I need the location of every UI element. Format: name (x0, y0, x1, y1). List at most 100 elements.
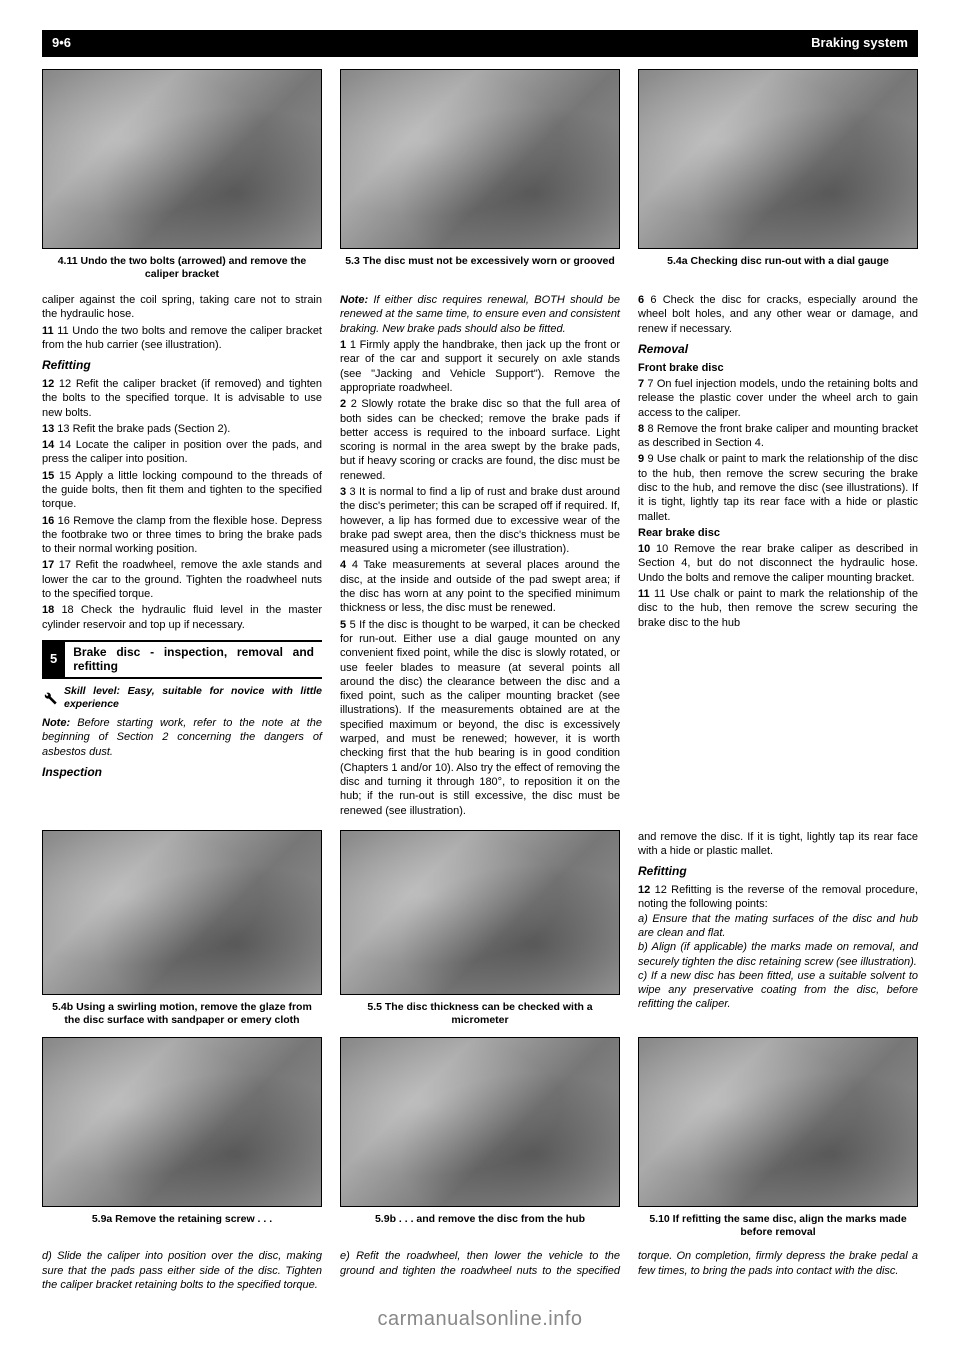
para-17: 8 8 Remove the front brake caliper and m… (638, 422, 918, 451)
para-18: 9 9 Use chalk or paint to mark the relat… (638, 452, 918, 523)
figure-5-5-image (340, 830, 620, 995)
rear-disc-sub: Rear brake disc (638, 526, 918, 540)
para-15: 6 6 Check the disc for cracks, especiall… (638, 293, 918, 336)
skill-text: Skill level: Easy, suitable for novice w… (64, 685, 322, 712)
insp-note-label: Note: (340, 294, 368, 306)
figure-5-5-caption: 5.5 The disc thickness can be checked wi… (340, 999, 620, 1029)
front-disc-label: Front brake disc (638, 362, 724, 374)
para-20-text: 11 Use chalk or paint to mark the relati… (638, 588, 918, 629)
para-22-text: 12 Refitting is the reverse of the remov… (638, 884, 918, 910)
figure-5-9b-caption: 5.9b . . . and remove the disc from the … (340, 1211, 620, 1228)
para-21: and remove the disc. If it is tight, lig… (638, 830, 918, 859)
para-13-text: 4 Take measurements at several places ar… (340, 559, 620, 614)
para-10-text: 1 Firmly apply the handbrake, then jack … (340, 339, 620, 394)
section-5-title: Brake disc - inspection, removal and ref… (65, 640, 322, 679)
figure-5-4b-image (42, 830, 322, 995)
front-disc-sub: Front brake disc (638, 361, 918, 375)
para-15-text: 6 Check the disc for cracks, especially … (638, 294, 918, 335)
para-9-text: 18 Check the hydraulic fluid level in th… (42, 604, 322, 630)
refitting-head-1: Refitting (42, 358, 322, 374)
page-header: 9•6 Braking system (42, 30, 918, 57)
para-6: 15 15 Apply a little locking compound to… (42, 469, 322, 512)
insp-note-text: If either disc requires renewal, BOTH sh… (340, 294, 620, 335)
para-9: 18 18 Check the hydraulic fluid level in… (42, 603, 322, 632)
para-17-text: 8 Remove the front brake caliper and mou… (638, 423, 918, 449)
para-16-text: 7 On fuel injection models, undo the ret… (638, 378, 918, 419)
para-12: 3 3 It is normal to find a lip of rust a… (340, 485, 620, 556)
para-4-text: 13 Refit the brake pads (Section 2). (57, 423, 230, 435)
figure-5-9a-caption: 5.9a Remove the retaining screw . . . (42, 1211, 322, 1228)
para-14: 5 5 If the disc is thought to be warped,… (340, 618, 620, 818)
para-20: 11 11 Use chalk or paint to mark the rel… (638, 587, 918, 630)
para-23e: e) Refit the roadwheel, then lower the v… (340, 1249, 918, 1292)
section-5-header: 5 Brake disc - inspection, removal and r… (42, 640, 322, 679)
para-19: 10 10 Remove the rear brake caliper as d… (638, 542, 918, 585)
figure-5-9a: 5.9a Remove the retaining screw . . . (42, 1037, 322, 1241)
figure-5-9b-image (340, 1037, 620, 1207)
figure-5-4b: 5.4b Using a swirling motion, remove the… (42, 830, 322, 1029)
para-2: 11 11 Undo the two bolts and remove the … (42, 324, 322, 353)
para-13: 4 4 Take measurements at several places … (340, 558, 620, 615)
figure-5-10-image (638, 1037, 918, 1207)
figure-5-3: 5.3 The disc must not be excessively wor… (340, 69, 620, 283)
para-23c: c) If a new disc has been fitted, use a … (638, 969, 918, 1012)
para-8-text: 17 Refit the roadwheel, remove the axle … (42, 559, 322, 600)
para-7: 16 16 Remove the clamp from the flexible… (42, 514, 322, 557)
column-3-text: and remove the disc. If it is tight, lig… (638, 830, 918, 1029)
removal-head: Removal (638, 342, 918, 358)
top-figure-row: 4.11 Undo the two bolts (arrowed) and re… (42, 69, 918, 283)
text-columns-upper: caliper against the coil spring, taking … (42, 293, 918, 818)
para-10: 1 1 Firmly apply the handbrake, then jac… (340, 338, 620, 395)
para-8: 17 17 Refit the roadwheel, remove the ax… (42, 558, 322, 601)
para-23a: a) Ensure that the mating surfaces of th… (638, 912, 918, 941)
para-5: 14 14 Locate the caliper in position ove… (42, 438, 322, 467)
bottom-figure-row: 5.9a Remove the retaining screw . . . 5.… (42, 1037, 918, 1241)
para-2-text: 11 Undo the two bolts and remove the cal… (42, 325, 322, 351)
inspection-note: Note: If either disc requires renewal, B… (340, 293, 620, 336)
figure-5-5: 5.5 The disc thickness can be checked wi… (340, 830, 620, 1029)
refitting-head-2: Refitting (638, 864, 918, 880)
figure-5-3-image (340, 69, 620, 249)
mid-figure-row: 5.4b Using a swirling motion, remove the… (42, 830, 918, 1029)
figure-5-9a-image (42, 1037, 322, 1207)
figure-4-11-caption: 4.11 Undo the two bolts (arrowed) and re… (42, 253, 322, 283)
para-23b: b) Align (if applicable) the marks made … (638, 940, 918, 969)
chapter-title: Braking system (811, 35, 908, 52)
para-3-text: 12 Refit the caliper bracket (if removed… (42, 378, 322, 419)
tail-text: d) Slide the caliper into position over … (42, 1249, 918, 1292)
note-text: Before starting work, refer to the note … (42, 717, 322, 758)
inspection-head: Inspection (42, 765, 322, 781)
page-number: 9•6 (52, 35, 71, 52)
para-11-text: 2 Slowly rotate the brake disc so that t… (340, 398, 620, 481)
figure-5-4a: 5.4a Checking disc run-out with a dial g… (638, 69, 918, 283)
para-7-text: 16 Remove the clamp from the flexible ho… (42, 515, 322, 556)
para-11: 2 2 Slowly rotate the brake disc so that… (340, 397, 620, 483)
para-3: 12 12 Refit the caliper bracket (if remo… (42, 377, 322, 420)
para-14-text: 5 If the disc is thought to be warped, i… (340, 619, 620, 817)
skill-row: Skill level: Easy, suitable for novice w… (42, 685, 322, 712)
figure-5-10-caption: 5.10 If refitting the same disc, align t… (638, 1211, 918, 1241)
figure-4-11: 4.11 Undo the two bolts (arrowed) and re… (42, 69, 322, 283)
para-5-text: 14 Locate the caliper in position over t… (42, 439, 322, 465)
note-label: Note: (42, 717, 70, 729)
para-22: 12 12 Refitting is the reverse of the re… (638, 883, 918, 912)
figure-5-4b-caption: 5.4b Using a swirling motion, remove the… (42, 999, 322, 1029)
para-6-text: 15 Apply a little locking compound to th… (42, 470, 322, 511)
figure-5-4a-image (638, 69, 918, 249)
figure-5-3-caption: 5.3 The disc must not be excessively wor… (340, 253, 620, 270)
figure-4-11-image (42, 69, 322, 249)
para-16: 7 7 On fuel injection models, undo the r… (638, 377, 918, 420)
para-12-text: 3 It is normal to find a lip of rust and… (340, 486, 620, 555)
figure-5-4a-caption: 5.4a Checking disc run-out with a dial g… (638, 253, 918, 270)
skill-label-text: Skill level: (64, 685, 128, 697)
wrench-icon (42, 690, 58, 706)
para-4: 13 13 Refit the brake pads (Section 2). (42, 422, 322, 436)
rear-disc-label: Rear brake disc (638, 527, 720, 539)
note-asbestos: Note: Before starting work, refer to the… (42, 716, 322, 759)
figure-5-10: 5.10 If refitting the same disc, align t… (638, 1037, 918, 1241)
para-18-text: 9 Use chalk or paint to mark the relatio… (638, 453, 918, 522)
figure-5-9b: 5.9b . . . and remove the disc from the … (340, 1037, 620, 1241)
para-1: caliper against the coil spring, taking … (42, 293, 322, 322)
watermark: carmanualsonline.info (42, 1306, 918, 1332)
section-5-number: 5 (42, 640, 65, 679)
